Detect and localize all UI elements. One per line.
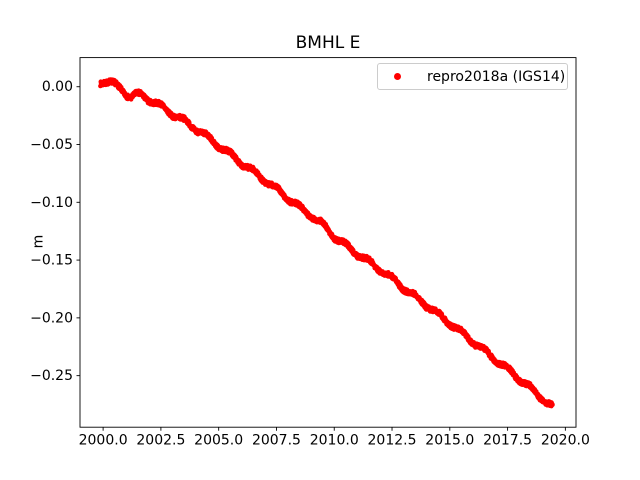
x-tick-label: 2020.0 [541,433,590,449]
y-tick-label: −0.10 [30,195,73,211]
y-tick-label: 0.00 [42,79,73,95]
y-tick-label: −0.25 [30,368,73,384]
x-tick-label: 2010.0 [310,433,359,449]
x-tick-label: 2015.0 [425,433,474,449]
x-tick-label: 2005.0 [194,433,243,449]
legend: repro2018a (IGS14) [377,63,568,90]
legend-marker-icon [394,73,401,80]
axes-frame [79,57,577,428]
chart-title: BMHL E [295,33,361,53]
y-axis-ticks: 0.00 −0.05 −0.10 −0.15 −0.20 −0.25 [30,79,80,384]
x-tick-label: 2017.5 [483,433,532,449]
x-tick-label: 2000.0 [79,433,128,449]
scatter-series [98,77,555,409]
data-point [550,402,555,407]
y-tick-label: −0.05 [30,137,73,153]
y-tick-label: −0.15 [30,253,73,269]
legend-label: repro2018a (IGS14) [427,68,566,85]
x-tick-label: 2002.5 [136,433,185,449]
x-tick-label: 2012.5 [368,433,417,449]
x-tick-label: 2007.5 [252,433,301,449]
y-tick-label: −0.20 [30,310,73,326]
x-axis-ticks: 2000.0 2002.5 2005.0 2007.5 2010.0 2012.5 2015… [79,427,590,449]
